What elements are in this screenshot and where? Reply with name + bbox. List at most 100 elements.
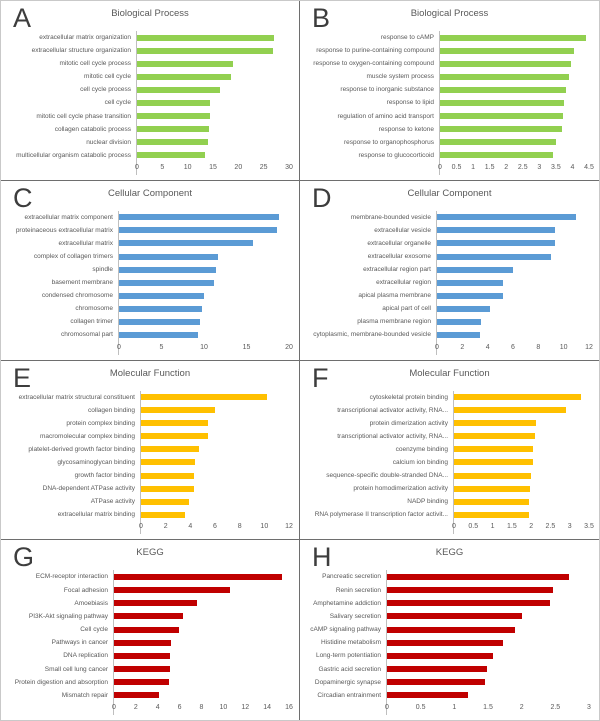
x-tick-label: 0	[452, 523, 456, 531]
bar-row: macromolecular complex binding	[7, 429, 289, 443]
chart-title: Molecular Function	[109, 367, 191, 379]
bar-row: muscle system process	[306, 70, 589, 84]
bar-track	[140, 482, 289, 496]
bar-track	[118, 223, 289, 237]
category-label: Small cell lung cancer	[44, 665, 108, 673]
bar	[454, 511, 530, 518]
x-tick-label: 6	[177, 704, 182, 711]
bar-track	[439, 31, 589, 45]
x-tick-label: 4	[570, 163, 575, 171]
bar	[114, 652, 170, 659]
x-tick-label: 1	[471, 163, 476, 171]
bar	[454, 485, 531, 492]
bar-row: extracellular matrix component	[7, 210, 289, 224]
bar	[141, 472, 195, 479]
category-label: macromolecular complex binding	[39, 432, 135, 440]
category-label: extracellular exosome	[367, 253, 431, 261]
bar-row: ECM-receptor interaction	[7, 570, 289, 584]
bar-row: DNA replication	[7, 649, 289, 663]
category-label: ATPase activity	[90, 498, 135, 506]
x-tick-label: 14	[263, 704, 272, 711]
panel-g: G KEGG ECM-receptor interaction Focal adhes…	[1, 540, 300, 720]
chart-area: ECM-receptor interaction Focal adhesion Am…	[7, 570, 293, 715]
panel-d: D Cellular Component membrane-bounded vesi…	[300, 180, 599, 361]
bar	[141, 485, 195, 492]
category-label: PI3K-Akt signaling pathway	[28, 612, 108, 620]
category-label: nuclear division	[86, 138, 131, 146]
bar	[387, 639, 503, 646]
bar-row: Dopaminergic synapse	[306, 675, 589, 689]
x-tick-label: 3	[567, 523, 572, 531]
category-label: spindle	[92, 266, 113, 274]
bar	[454, 420, 536, 427]
x-tick-label: 1	[490, 523, 495, 531]
bar-row: transcriptional activator activity, RNA.…	[306, 429, 589, 443]
panel-letter: G	[13, 542, 35, 573]
bar-track	[436, 276, 589, 290]
category-label: mitotic cell cycle process	[59, 60, 131, 68]
category-label: platelet-derived growth factor binding	[28, 445, 135, 453]
bar	[387, 652, 494, 659]
bar-track	[453, 442, 589, 456]
category-label: Dopaminergic synapse	[314, 678, 381, 686]
x-tick-label: 25	[259, 163, 268, 171]
bar-row: complex of collagen trimers	[7, 249, 289, 264]
category-label: response to inorganic substance	[340, 86, 434, 94]
panel-letter: C	[13, 182, 33, 213]
x-tick-label: 20	[285, 343, 293, 351]
x-tick-label: 2	[460, 343, 465, 351]
bar-row: response to inorganic substance	[306, 83, 589, 97]
x-tick-label: 10	[260, 523, 269, 531]
bar-track	[386, 649, 589, 663]
bar-track	[436, 289, 589, 303]
bar	[437, 305, 491, 312]
category-label: chromosomal part	[60, 331, 113, 339]
bar-row: transcriptional activator activity, RNA.…	[306, 403, 589, 417]
bar-rows: response to cAMP response to purine-conta…	[306, 31, 589, 162]
bar	[387, 587, 554, 593]
bar	[440, 47, 575, 54]
bar-track	[386, 570, 589, 584]
category-label: calcium ion binding	[392, 458, 448, 466]
bar	[141, 407, 215, 414]
bar-track	[136, 135, 289, 149]
x-tick-label: 8	[199, 704, 204, 711]
bar-track	[136, 57, 289, 71]
x-axis: 0 2 4 6 8 10 12	[139, 521, 293, 535]
bar	[137, 34, 274, 41]
bar	[437, 240, 555, 247]
x-tick-label: 0	[438, 163, 442, 171]
x-tick-label: 0	[135, 163, 139, 171]
bar-row: Renin secretion	[306, 583, 589, 597]
x-tick-label: 12	[585, 343, 593, 351]
bar	[387, 573, 569, 580]
bar	[440, 86, 566, 93]
bar-track	[113, 609, 289, 623]
bar-rows: membrane-bounded vesicle extracellular ve…	[306, 210, 589, 342]
category-label: extracellular vesicle	[374, 226, 431, 234]
bar-track	[453, 468, 589, 483]
category-label: response to oxygen-containing compound	[313, 60, 434, 68]
category-label: apical plasma membrane	[358, 292, 431, 300]
x-tick-label: 0	[139, 523, 143, 531]
category-label: transcriptional activator activity, RNA.…	[337, 406, 448, 414]
x-tick-label: 2	[529, 523, 534, 531]
bar-row: response to ketone	[306, 122, 589, 136]
x-tick-label: 30	[285, 163, 293, 171]
bar-track	[453, 455, 589, 469]
category-label: response to cAMP	[380, 34, 434, 42]
bar	[114, 626, 179, 633]
x-tick-label: 2	[504, 163, 509, 171]
bar-row: mitotic cell cycle	[7, 70, 289, 84]
bar-row: Circadian entrainment	[306, 688, 589, 702]
bar	[119, 253, 219, 260]
bar	[119, 240, 254, 247]
bar-row: protein dimerization activity	[306, 416, 589, 430]
bar	[137, 60, 234, 67]
bar	[114, 573, 283, 580]
panel-letter: F	[312, 362, 329, 393]
bar-track	[436, 223, 589, 237]
chart-area: extracellular matrix structural constitu…	[7, 390, 293, 535]
bar-track	[136, 96, 289, 110]
